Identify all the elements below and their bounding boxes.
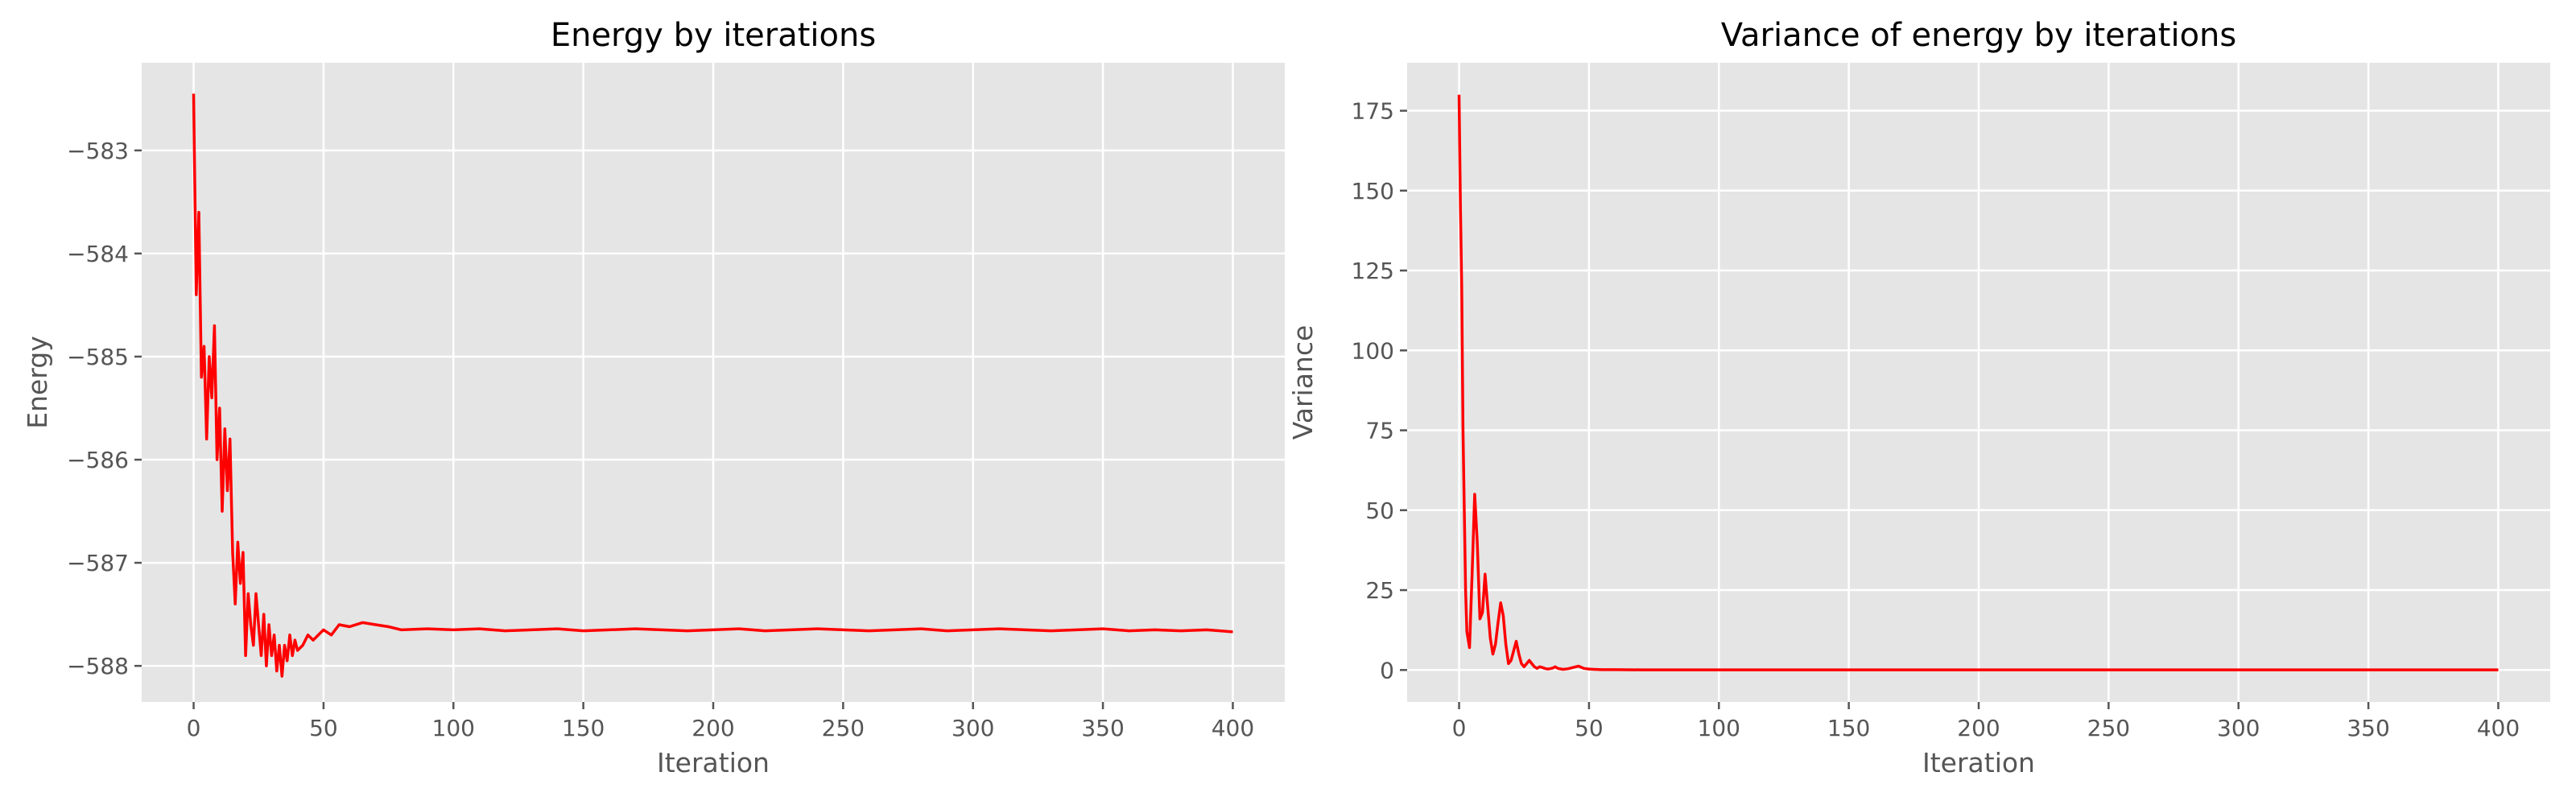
energy-x-tick-label: 150 <box>562 715 605 741</box>
variance-chart-title: Variance of energy by iterations <box>1721 17 2236 54</box>
energy-x-tick-label: 100 <box>432 715 475 741</box>
variance-x-tick-label: 350 <box>2347 715 2389 741</box>
variance-x-axis-label: Iteration <box>1922 747 2035 778</box>
variance-y-tick-label: 50 <box>1365 497 1394 524</box>
energy-x-tick-label: 400 <box>1212 715 1254 741</box>
energy-y-tick-label: −583 <box>67 138 129 164</box>
variance-y-tick-label: 75 <box>1365 418 1394 444</box>
variance-y-tick-label: 25 <box>1365 577 1394 604</box>
variance-x-tick-label: 250 <box>2087 715 2130 741</box>
energy-x-tick-label: 200 <box>691 715 734 741</box>
energy-chart-title: Energy by iterations <box>551 17 876 54</box>
energy-x-tick-label: 300 <box>952 715 994 741</box>
variance-y-tick-label: 125 <box>1352 258 1394 284</box>
energy-x-tick-label: 350 <box>1081 715 1124 741</box>
energy-x-tick-label: 250 <box>822 715 865 741</box>
variance-x-tick-label: 0 <box>1452 715 1467 741</box>
variance-chart: 0 50 100 150 200 250 300 350 400 0 25 50 75 100 125 150… <box>1287 17 2550 778</box>
energy-x-tick-label: 50 <box>309 715 338 741</box>
energy-x-axis-label: Iteration <box>657 747 770 778</box>
energy-y-tick-label: −585 <box>67 344 129 370</box>
variance-y-tick-label: 150 <box>1352 178 1394 204</box>
variance-y-tick-label: 0 <box>1380 657 1394 683</box>
energy-y-tick-label: −587 <box>67 550 129 576</box>
variance-x-tick-label: 50 <box>1575 715 1604 741</box>
energy-y-tick-label: −588 <box>67 653 129 679</box>
energy-x-tick-label: 0 <box>187 715 201 741</box>
energy-y-axis-label: Energy <box>22 336 53 429</box>
variance-x-tick-label: 300 <box>2217 715 2260 741</box>
energy-chart: 0 50 100 150 200 250 300 350 400 −583 −584 −585 −586… <box>22 17 1285 778</box>
variance-y-tick-label: 100 <box>1352 337 1394 364</box>
variance-series-line <box>1457 94 2499 671</box>
variance-x-tick-label: 150 <box>1827 715 1870 741</box>
variance-y-axis-label: Variance <box>1287 325 1319 440</box>
energy-y-tick-label: −584 <box>67 241 129 267</box>
variance-x-tick-label: 100 <box>1698 715 1740 741</box>
variance-x-tick-label: 200 <box>1957 715 2000 741</box>
energy-series-line <box>192 93 1233 678</box>
variance-x-tick-label: 400 <box>2477 715 2520 741</box>
variance-y-tick-label: 175 <box>1352 98 1394 125</box>
energy-y-tick-label: −586 <box>67 447 129 473</box>
